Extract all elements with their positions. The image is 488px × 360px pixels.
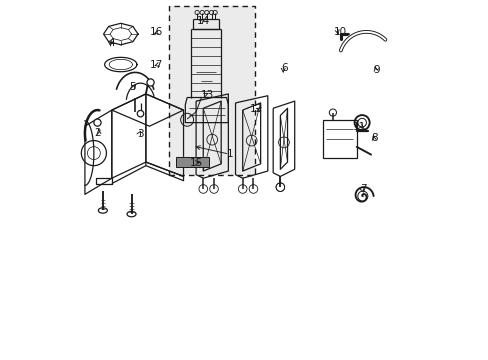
Bar <box>169 6 255 175</box>
Text: 16: 16 <box>149 27 163 37</box>
Text: 4: 4 <box>108 38 115 48</box>
Text: 11: 11 <box>352 122 366 132</box>
Bar <box>322 120 356 158</box>
Circle shape <box>147 79 154 86</box>
Text: 1: 1 <box>226 149 233 159</box>
Text: 10: 10 <box>333 27 346 37</box>
Text: 9: 9 <box>373 64 379 75</box>
Text: 17: 17 <box>149 59 163 69</box>
Circle shape <box>94 119 101 126</box>
Text: 8: 8 <box>370 133 377 143</box>
Text: 7: 7 <box>359 184 366 194</box>
Text: 5: 5 <box>129 82 135 93</box>
Text: 15: 15 <box>190 158 203 168</box>
Bar <box>169 6 255 175</box>
Circle shape <box>137 111 143 117</box>
Text: 6: 6 <box>280 63 287 73</box>
Text: 3: 3 <box>137 129 143 139</box>
Bar <box>176 157 208 167</box>
Text: 13: 13 <box>201 90 214 100</box>
Text: 2: 2 <box>94 128 101 138</box>
Text: 12: 12 <box>249 104 263 114</box>
Text: 14: 14 <box>197 17 210 27</box>
Ellipse shape <box>357 118 366 127</box>
